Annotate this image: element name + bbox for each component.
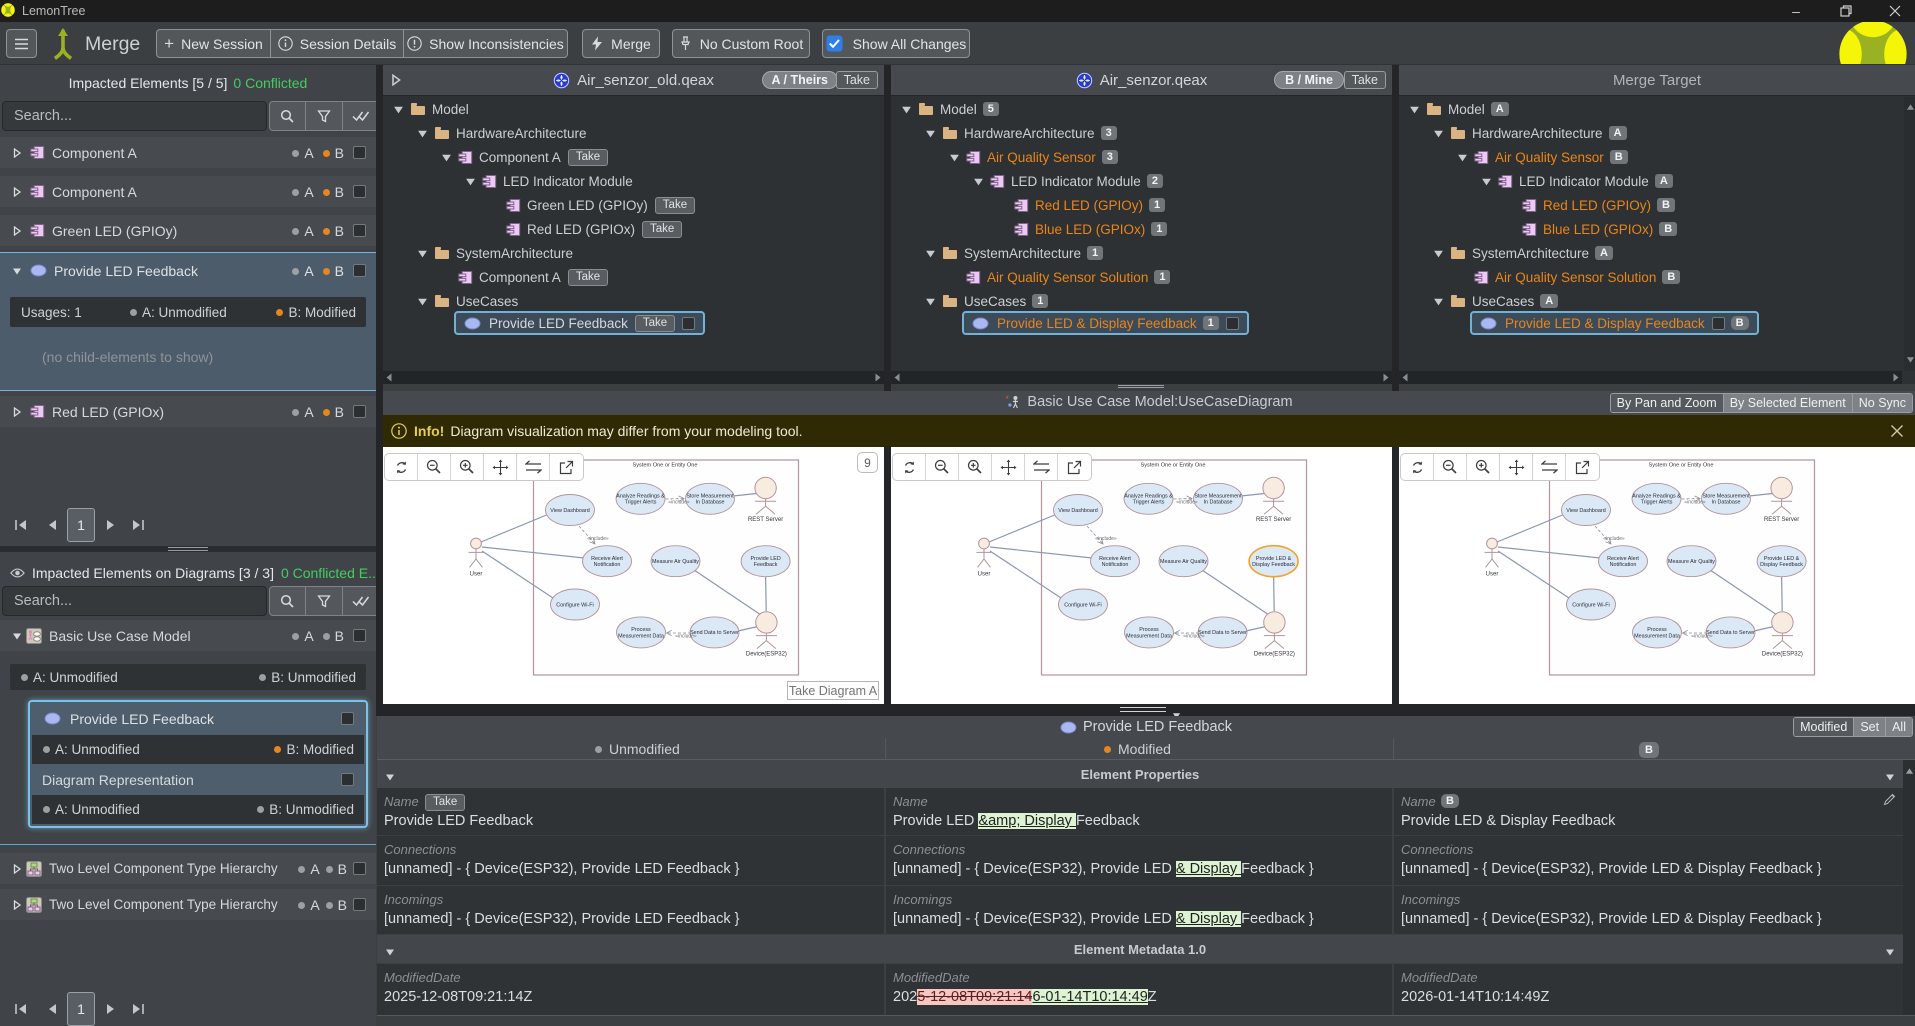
- svg-text:Measure Air Quality: Measure Air Quality: [1668, 559, 1715, 565]
- svg-text:System One or Entity One: System One or Entity One: [633, 463, 698, 469]
- svg-text:Trigger Alerts: Trigger Alerts: [625, 500, 657, 506]
- svg-text:Analyze Readings &: Analyze Readings &: [1124, 494, 1173, 500]
- svg-text:User: User: [470, 571, 483, 577]
- svg-text:Measurement Data: Measurement Data: [618, 633, 664, 639]
- svg-text:In Database: In Database: [695, 500, 724, 506]
- svg-text:Trigger Alerts: Trigger Alerts: [1133, 500, 1165, 506]
- svg-text:REST Server: REST Server: [1256, 517, 1291, 523]
- svg-text:Analyze Readings &: Analyze Readings &: [616, 494, 665, 500]
- svg-text:Device(ESP32): Device(ESP32): [1762, 652, 1803, 658]
- svg-text:Notification: Notification: [1610, 562, 1637, 568]
- svg-text:Display Feedback: Display Feedback: [1252, 562, 1295, 568]
- svg-text:System One or Entity One: System One or Entity One: [1141, 463, 1206, 469]
- svg-text:Provide LED &: Provide LED &: [1764, 556, 1800, 562]
- svg-text:Send Data to Server: Send Data to Server: [690, 630, 739, 636]
- svg-text:«include»: «include»: [1183, 634, 1205, 640]
- svg-text:Process: Process: [1139, 627, 1159, 633]
- svg-text:«include»: «include»: [1095, 536, 1117, 542]
- svg-text:Provide LED: Provide LED: [750, 556, 780, 562]
- svg-text:«include»: «include»: [1176, 500, 1198, 506]
- svg-text:Feedback: Feedback: [754, 562, 778, 568]
- svg-text:Process: Process: [631, 627, 651, 633]
- svg-text:In Database: In Database: [1203, 500, 1232, 506]
- svg-text:Receive Alert: Receive Alert: [1099, 556, 1131, 562]
- svg-text:View Dashboard: View Dashboard: [1566, 508, 1605, 514]
- svg-text:Configure Wi-Fi: Configure Wi-Fi: [556, 602, 593, 608]
- svg-text:«include»: «include»: [1691, 634, 1713, 640]
- svg-text:In Database: In Database: [1711, 500, 1740, 506]
- svg-text:Configure Wi-Fi: Configure Wi-Fi: [1064, 602, 1101, 608]
- svg-text:Device(ESP32): Device(ESP32): [1254, 652, 1295, 658]
- svg-text:Measure Air Quality: Measure Air Quality: [652, 559, 699, 565]
- svg-text:«include»: «include»: [587, 536, 609, 542]
- svg-text:Notification: Notification: [594, 562, 621, 568]
- svg-text:Process: Process: [1647, 627, 1667, 633]
- svg-text:Store Measurement: Store Measurement: [1702, 494, 1750, 500]
- svg-text:*: *: [1005, 395, 1009, 404]
- svg-text:Store Measurement: Store Measurement: [1194, 494, 1242, 500]
- svg-text:Trigger Alerts: Trigger Alerts: [1641, 500, 1673, 506]
- svg-text:REST Server: REST Server: [748, 517, 783, 523]
- svg-text:«include»: «include»: [1684, 500, 1706, 506]
- svg-text:View Dashboard: View Dashboard: [1058, 508, 1097, 514]
- svg-text:Analyze Readings &: Analyze Readings &: [1632, 494, 1681, 500]
- svg-text:Measurement Data: Measurement Data: [1634, 633, 1680, 639]
- svg-text:Receive Alert: Receive Alert: [591, 556, 623, 562]
- svg-text:Send Data to Server: Send Data to Server: [1198, 630, 1247, 636]
- svg-text:System One or Entity One: System One or Entity One: [1649, 463, 1714, 469]
- svg-text:Send Data to Server: Send Data to Server: [1706, 630, 1755, 636]
- svg-text:Receive Alert: Receive Alert: [1607, 556, 1639, 562]
- svg-text:User: User: [1486, 571, 1499, 577]
- svg-text:REST Server: REST Server: [1764, 517, 1799, 523]
- svg-text:Configure Wi-Fi: Configure Wi-Fi: [1572, 602, 1609, 608]
- svg-text:User: User: [978, 571, 991, 577]
- svg-text:Store Measurement: Store Measurement: [686, 494, 734, 500]
- svg-text:Provide LED &: Provide LED &: [1256, 556, 1292, 562]
- svg-text:«include»: «include»: [675, 634, 697, 640]
- svg-text:Device(ESP32): Device(ESP32): [746, 652, 787, 658]
- svg-text:«include»: «include»: [1603, 536, 1625, 542]
- svg-text:Notification: Notification: [1102, 562, 1129, 568]
- svg-text:View Dashboard: View Dashboard: [550, 508, 589, 514]
- svg-text:Display Feedback: Display Feedback: [1760, 562, 1803, 568]
- svg-text:Measure Air Quality: Measure Air Quality: [1160, 559, 1207, 565]
- svg-text:Measurement Data: Measurement Data: [1126, 633, 1172, 639]
- svg-text:«include»: «include»: [668, 500, 690, 506]
